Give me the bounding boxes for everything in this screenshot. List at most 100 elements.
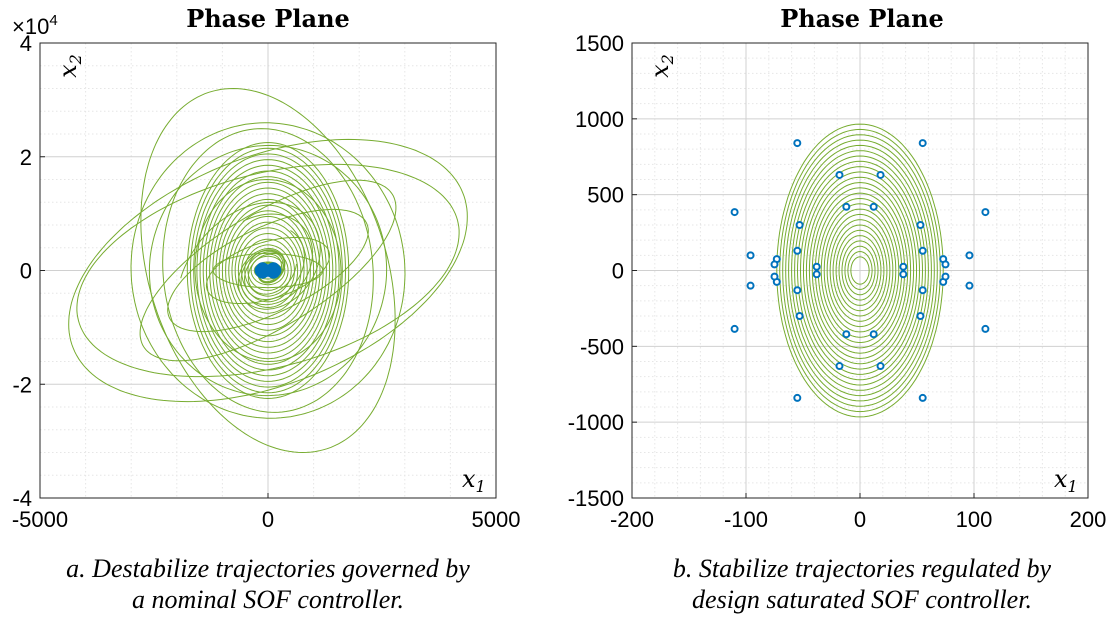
chart-b-trajectory xyxy=(835,229,885,312)
chart-b-trajectory xyxy=(779,128,941,413)
chart-b-initial-point xyxy=(876,362,885,371)
chart-b-initial-point xyxy=(793,246,802,255)
chart-a-trajectory xyxy=(225,210,311,331)
chart-a-xlabel-sub: 1 xyxy=(476,477,486,496)
chart-b: -200 -100 0 100 200-1500-1000-50005001000150… xyxy=(568,4,1107,614)
chart-a-y-exponent-power: 4 xyxy=(49,12,57,29)
chart-b-initial-point xyxy=(918,246,927,255)
chart-b-trajectory xyxy=(788,144,932,397)
chart-a-y-exponent-prefix: ×10 xyxy=(12,14,49,39)
chart-b-trajectory xyxy=(794,155,926,386)
chart-b-x-tick-label: -200 xyxy=(610,507,654,532)
chart-b-initial-point xyxy=(730,324,739,333)
chart-a-title: Phase Plane xyxy=(186,4,350,33)
chart-b-trajectory xyxy=(814,192,906,349)
chart-a-xlabel: x1 xyxy=(462,465,486,496)
chart-b-initial-point xyxy=(842,330,851,339)
chart-b-trajectory xyxy=(782,134,938,407)
chart-b-trajectory xyxy=(799,166,920,375)
chart-a-y-exponent: ×104 xyxy=(12,12,58,39)
chart-a-x-tick-label: 0 xyxy=(262,507,274,532)
chart-b-initial-point xyxy=(793,393,802,402)
chart-b-initial-point xyxy=(981,208,990,217)
chart-b-initial-point xyxy=(793,286,802,295)
chart-b-trajectory xyxy=(832,224,888,317)
chart-a-xlabel-main: x xyxy=(462,465,476,493)
chart-a-y-tick-label: 2 xyxy=(20,145,32,170)
chart-a-trajectory xyxy=(215,193,321,348)
chart-a-trajectory xyxy=(196,159,340,382)
chart-b-trajectory xyxy=(796,160,923,381)
chart-a-trajectory xyxy=(162,128,374,413)
chart-a-trajectory xyxy=(68,138,468,403)
chart-a-x-tick-label: -5000 xyxy=(12,507,68,532)
chart-b-ylabel-main: x xyxy=(646,64,674,78)
chart-a-trajectory xyxy=(212,187,324,354)
chart-b-caption-line-1: b. Stabilize trajectories regulated by xyxy=(673,554,1052,583)
chart-b-y-tick-label: 0 xyxy=(612,259,624,284)
chart-b-trajectory xyxy=(791,150,929,391)
chart-a-trajectory xyxy=(202,170,334,371)
chart-b-initial-point xyxy=(916,312,925,320)
chart-b-trajectory xyxy=(838,235,882,306)
chart-b-initial-point xyxy=(746,281,755,290)
chart-b-trajectory xyxy=(847,250,873,291)
chart-b-x-tick-label: 0 xyxy=(854,507,866,532)
chart-a-initial-point xyxy=(256,265,270,279)
chart-b-initial-point xyxy=(730,208,739,217)
chart-b-trajectory xyxy=(850,256,870,285)
chart-b-initial-point xyxy=(842,202,851,211)
chart-a-trajectory xyxy=(194,178,342,363)
chart-a-caption-line-2: a nominal SOF controller. xyxy=(132,585,404,614)
chart-a-caption-line-1: a. Destabilize trajectories governed by xyxy=(66,554,470,583)
chart-a-y-tick-label: 0 xyxy=(20,259,32,284)
chart-b-trajectory xyxy=(811,187,909,354)
chart-b-initial-point xyxy=(981,324,990,333)
chart-a-trajectory xyxy=(167,208,369,333)
chart-a-ylabel-main: x xyxy=(54,64,82,78)
chart-b-initial-point xyxy=(876,170,885,179)
chart-b-y-tick-label: -1000 xyxy=(568,410,624,435)
chart-a-y-tick-label: 4 xyxy=(20,31,32,56)
chart-b-initial-point xyxy=(795,221,804,229)
chart-a-trajectory xyxy=(130,122,406,419)
chart-b-initial-point xyxy=(941,272,950,281)
chart-b-trajectory xyxy=(826,213,894,328)
chart-b-trajectory xyxy=(844,245,876,296)
chart-a-trajectory xyxy=(234,227,302,314)
chart-a-y-tick-label: -4 xyxy=(12,486,32,511)
chart-b-x-tick-label: -100 xyxy=(724,507,768,532)
chart-b-initial-point xyxy=(793,139,802,148)
chart-b-ylabel-sub: 2 xyxy=(658,54,677,65)
svg-text:x2: x2 xyxy=(646,54,677,78)
chart-a-initial-point xyxy=(266,265,280,279)
chart-b-trajectory xyxy=(817,197,903,344)
chart-b-trajectory xyxy=(823,208,897,333)
chart-a-trajectory xyxy=(221,204,315,337)
chart-a-y-tick-label: -2 xyxy=(12,372,32,397)
chart-b-trajectory xyxy=(841,240,879,301)
chart-b-trajectory xyxy=(785,139,935,402)
chart-b-trajectory xyxy=(820,203,900,338)
chart-a-trajectory xyxy=(247,250,289,291)
chart-a-trajectory xyxy=(250,255,286,286)
chart-b-initial-point xyxy=(918,393,927,402)
chart-b-xlabel: x1 xyxy=(1054,465,1078,496)
chart-b-trajectories xyxy=(776,123,944,418)
chart-a-ylabel-sub: 2 xyxy=(66,54,85,65)
chart-b-title: Phase Plane xyxy=(780,4,944,33)
chart-b-initial-point xyxy=(965,281,974,290)
chart-b-initial-point xyxy=(795,312,804,320)
chart-b-initial-point xyxy=(918,286,927,295)
chart-a-trajectory xyxy=(237,232,299,309)
chart-b-initial-point xyxy=(812,262,821,271)
chart-b-trajectory xyxy=(808,181,912,360)
chart-b-ticks: -200 -100 0 100 200-1500-1000-50005001000150… xyxy=(568,31,1107,532)
chart-b-initial-point xyxy=(770,272,779,281)
chart-a-ticks: -5000 0 5000 -4 -2 0 2 4 xyxy=(12,31,521,532)
chart-b-initial-point xyxy=(812,270,821,279)
chart-a-trajectory xyxy=(209,181,327,360)
chart-b-y-tick-label: 500 xyxy=(587,183,624,208)
chart-b-x-tick-label: 100 xyxy=(956,507,993,532)
